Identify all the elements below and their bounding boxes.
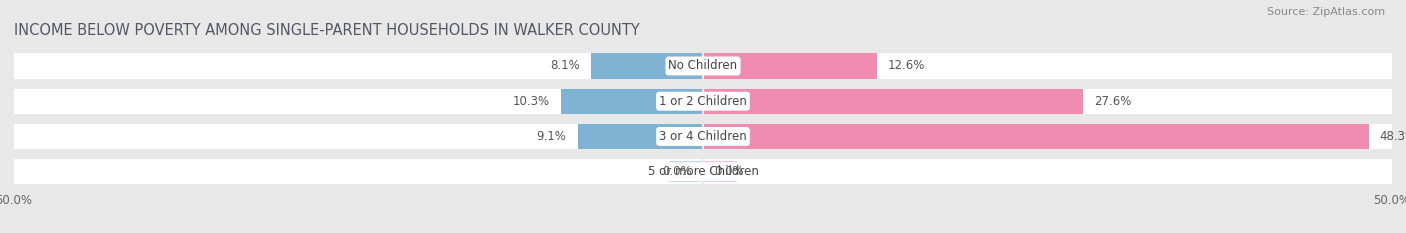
Text: 5 or more Children: 5 or more Children — [648, 165, 758, 178]
Bar — [592, 53, 703, 79]
Text: 10.3%: 10.3% — [513, 95, 550, 108]
Bar — [561, 89, 703, 114]
Text: No Children: No Children — [668, 59, 738, 72]
Text: 3 or 4 Children: 3 or 4 Children — [659, 130, 747, 143]
Text: 1 or 2 Children: 1 or 2 Children — [659, 95, 747, 108]
Text: 27.6%: 27.6% — [1094, 95, 1132, 108]
Bar — [578, 124, 703, 149]
Bar — [14, 159, 1392, 184]
Text: INCOME BELOW POVERTY AMONG SINGLE-PARENT HOUSEHOLDS IN WALKER COUNTY: INCOME BELOW POVERTY AMONG SINGLE-PARENT… — [14, 24, 640, 38]
Bar — [703, 161, 738, 182]
Bar — [14, 124, 1392, 149]
Text: 0.0%: 0.0% — [662, 165, 692, 178]
Bar — [14, 89, 1392, 114]
Text: 12.6%: 12.6% — [887, 59, 925, 72]
Text: 9.1%: 9.1% — [537, 130, 567, 143]
Text: 48.3%: 48.3% — [1379, 130, 1406, 143]
Bar — [703, 124, 1368, 149]
Text: 8.1%: 8.1% — [551, 59, 581, 72]
Text: Source: ZipAtlas.com: Source: ZipAtlas.com — [1267, 7, 1385, 17]
Text: 0.0%: 0.0% — [714, 165, 744, 178]
Bar — [14, 53, 1392, 79]
Bar — [703, 53, 876, 79]
Bar — [669, 161, 703, 182]
Bar — [703, 89, 1083, 114]
